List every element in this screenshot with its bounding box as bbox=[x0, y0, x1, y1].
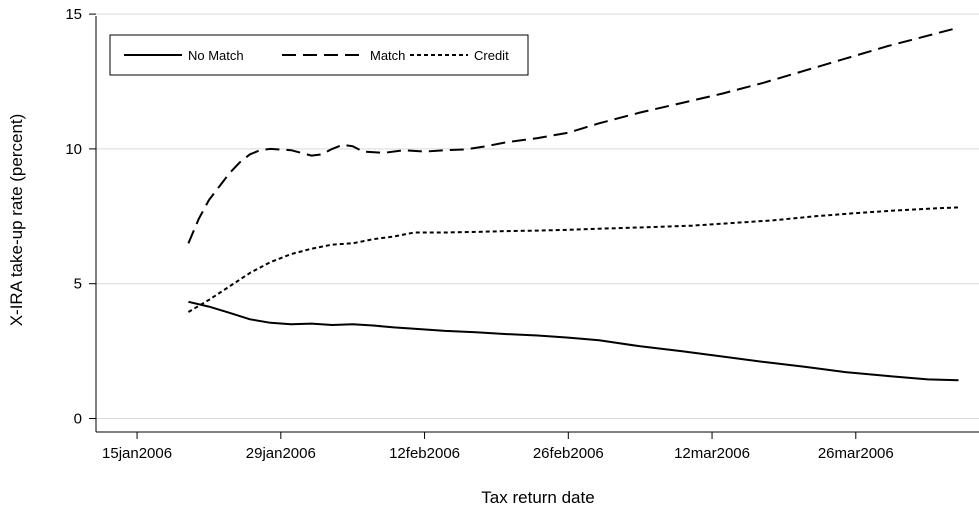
x-tick-label: 29jan2006 bbox=[246, 445, 316, 462]
y-tick-label: 10 bbox=[65, 141, 82, 158]
series-line-credit bbox=[187, 206, 959, 313]
x-tick-label: 12mar2006 bbox=[674, 445, 750, 462]
legend: No Match Match Credit bbox=[109, 34, 529, 76]
y-tick-label: 15 bbox=[65, 6, 82, 23]
y-tick-label: 5 bbox=[74, 276, 82, 293]
y-axis-title: X-IRA take-up rate (percent) bbox=[7, 114, 26, 327]
series-line-match bbox=[187, 26, 959, 244]
x-axis-title: Tax return date bbox=[481, 488, 594, 507]
legend-label-credit: Credit bbox=[474, 48, 509, 63]
gridlines bbox=[96, 13, 979, 420]
series-line-no-match bbox=[188, 300, 959, 382]
x-tick-label: 15jan2006 bbox=[102, 445, 172, 462]
legend-label-no-match: No Match bbox=[188, 48, 244, 63]
legend-label-match: Match bbox=[370, 48, 405, 63]
x-tick-label: 12feb2006 bbox=[389, 445, 460, 462]
y-tick-label: 0 bbox=[74, 411, 82, 428]
series-lines bbox=[187, 26, 959, 382]
x-tick-label: 26mar2006 bbox=[818, 445, 894, 462]
axes: 0 5 10 15 15jan2006 29jan2006 12feb2006 26feb20… bbox=[65, 6, 979, 462]
x-tick-label: 26feb2006 bbox=[533, 445, 604, 462]
